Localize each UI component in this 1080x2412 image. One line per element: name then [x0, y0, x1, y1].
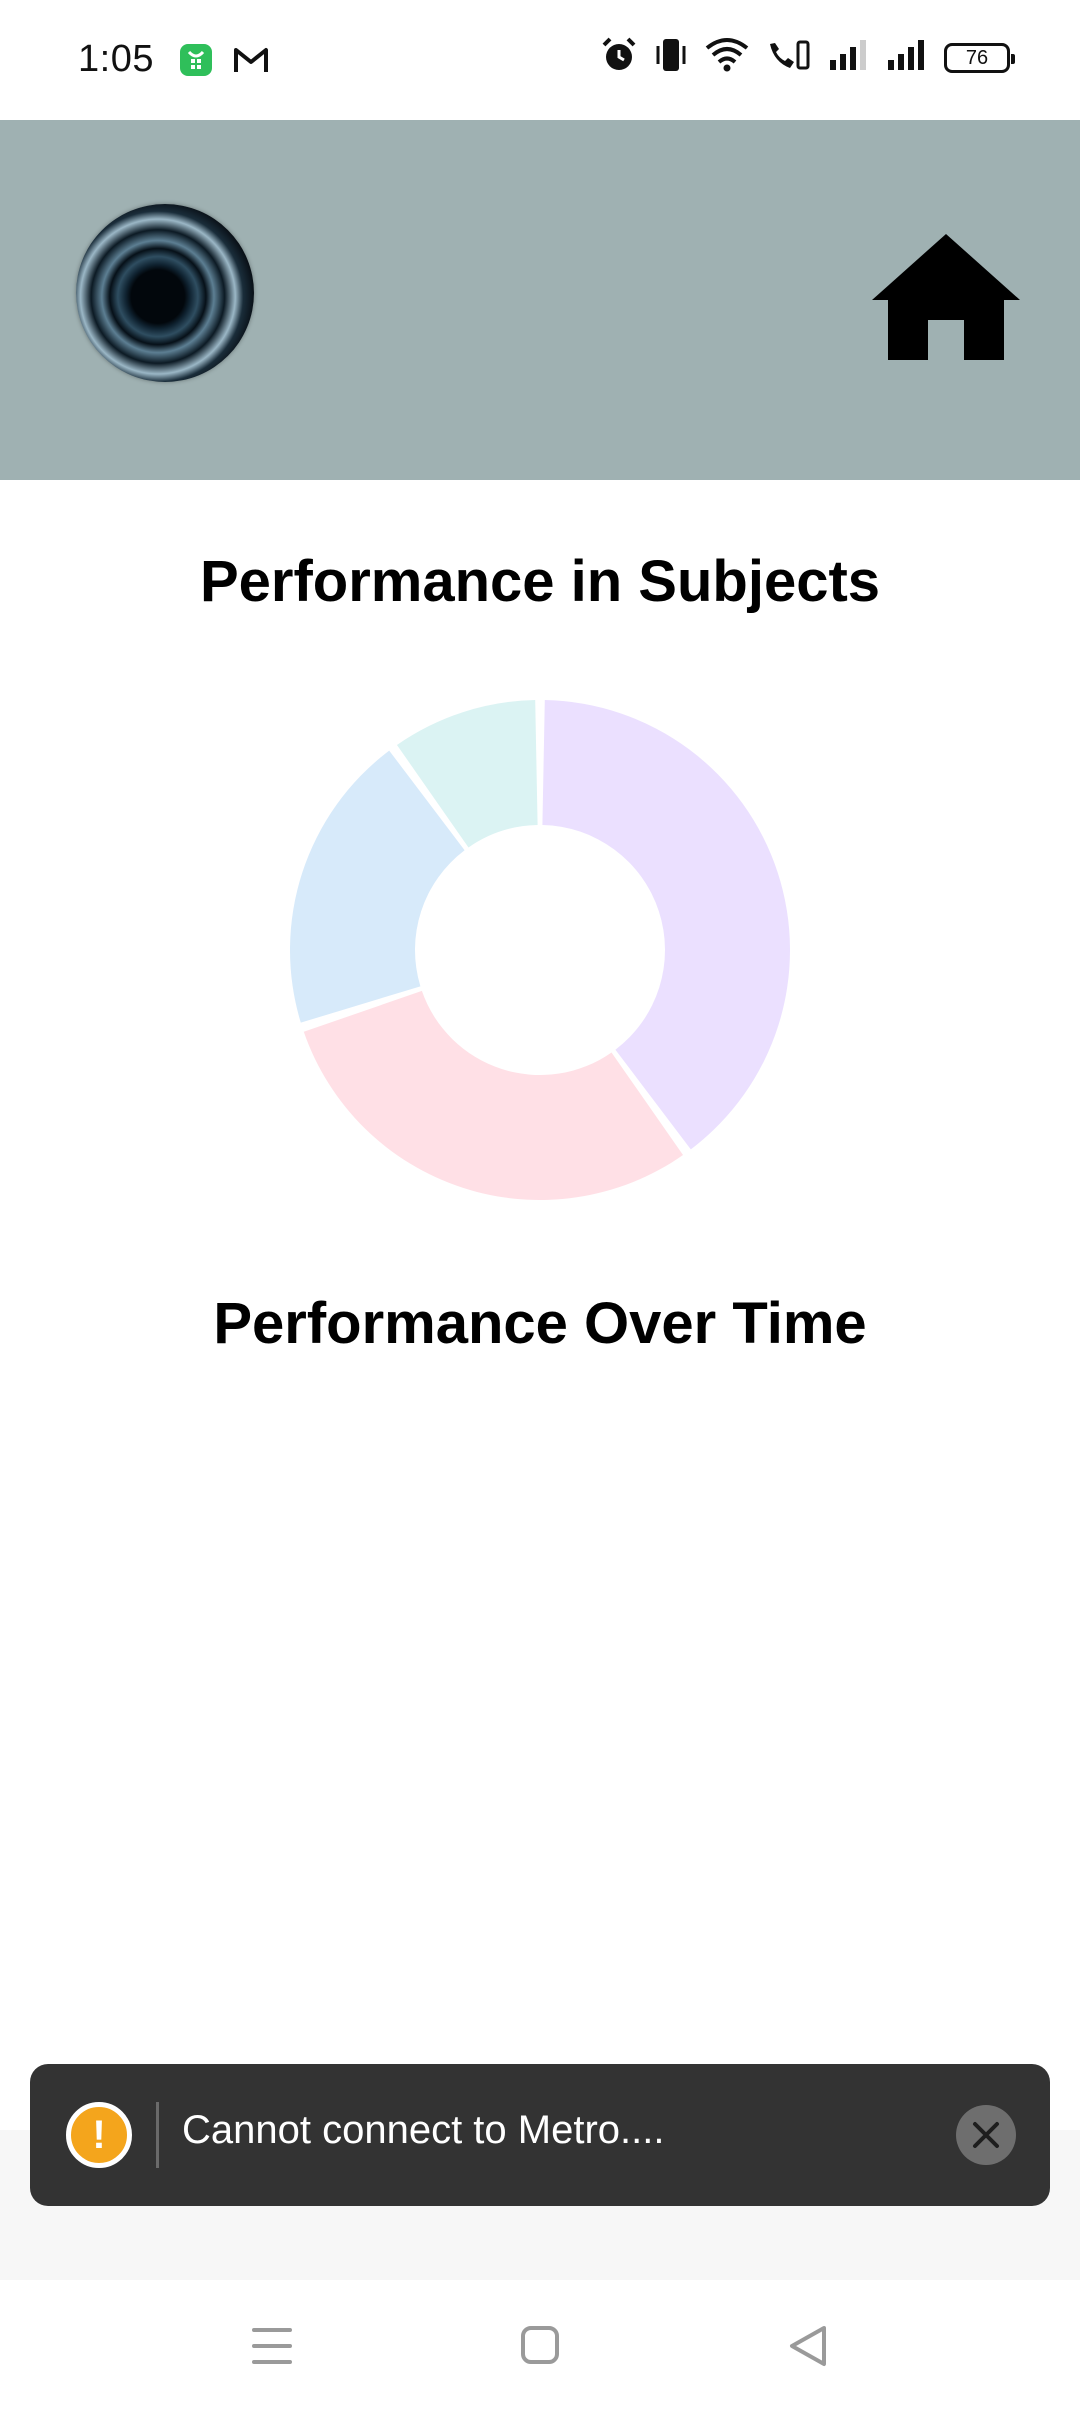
- menu-icon: [252, 2328, 292, 2364]
- toast-close-button[interactable]: [956, 2105, 1016, 2165]
- battery-indicator: 76: [944, 42, 1015, 73]
- gmail-icon: [232, 42, 270, 83]
- vibrate-icon: [652, 36, 690, 79]
- error-toast[interactable]: ! Cannot connect to Metro....: [30, 2064, 1050, 2206]
- status-left-icons: [178, 42, 270, 83]
- close-icon: [973, 2122, 999, 2148]
- nav-back-button[interactable]: [768, 2310, 848, 2382]
- back-triangle-icon: [790, 2326, 826, 2366]
- donut-slice-4: [396, 700, 538, 848]
- status-right-icons: 76: [600, 36, 1015, 79]
- donut-slice-2: [303, 990, 684, 1200]
- toast-message: Cannot connect to Metro....: [182, 2108, 665, 2152]
- signal-icon: [828, 38, 872, 77]
- alarm-icon: [600, 36, 638, 79]
- subjects-donut-chart: [290, 700, 791, 1200]
- shopping-bag-icon: [178, 42, 214, 83]
- time-title: Performance Over Time: [213, 1291, 867, 1356]
- donut-slice-3: [290, 750, 465, 1023]
- home-icon: [872, 234, 1020, 360]
- app-header: [0, 120, 1080, 480]
- subjects-title: Performance in Subjects: [199, 549, 881, 614]
- wifi-icon: [704, 36, 750, 79]
- nav-menu-button[interactable]: [232, 2310, 312, 2382]
- toast-divider: [156, 2102, 159, 2168]
- swirl-logo: [76, 204, 254, 382]
- nav-home-button[interactable]: [500, 2310, 580, 2382]
- status-time: 1:05: [78, 38, 154, 80]
- system-nav-bar: [0, 2280, 1080, 2412]
- donut-slice-1: [542, 700, 791, 1150]
- status-bar: 1:05: [0, 0, 1080, 120]
- signal-icon: [886, 38, 930, 77]
- home-button[interactable]: [866, 228, 1026, 368]
- warning-icon: !: [66, 2102, 132, 2168]
- home-square-icon: [521, 2326, 559, 2364]
- donut-svg: [290, 700, 791, 1200]
- wifi-calling-icon: [764, 36, 814, 79]
